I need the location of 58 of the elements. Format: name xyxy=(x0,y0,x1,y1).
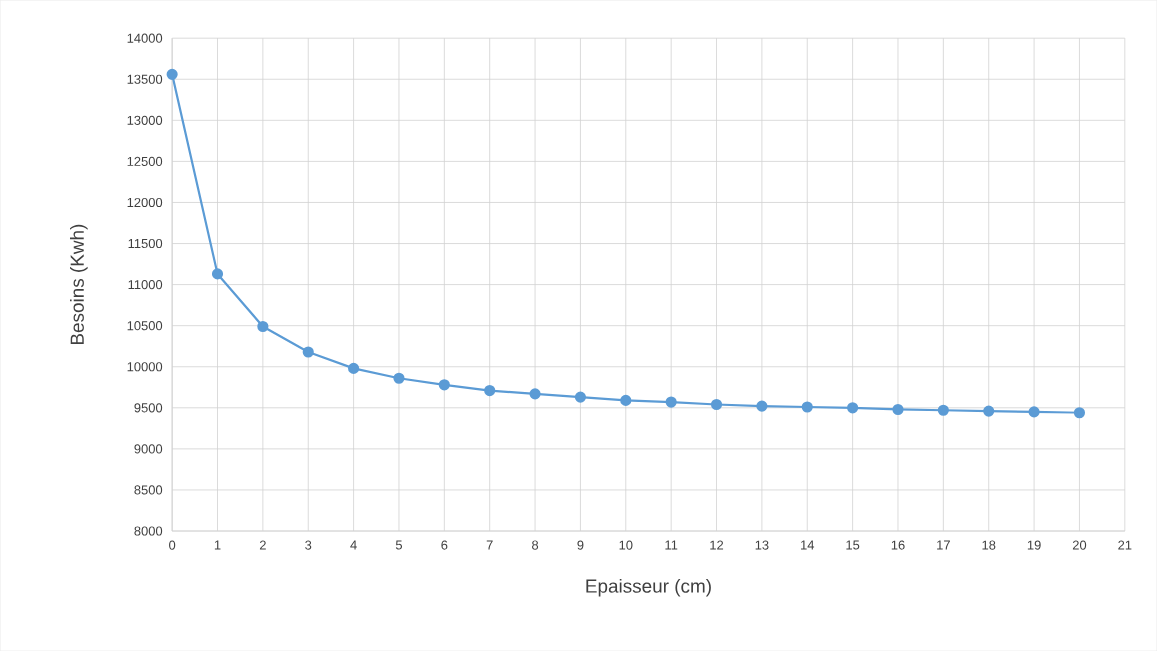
x-tick-label: 1 xyxy=(214,540,221,550)
y-tick-label: 12500 xyxy=(127,156,163,166)
y-tick-label: 13500 xyxy=(127,74,163,84)
x-tick-label: 17 xyxy=(937,540,950,550)
point xyxy=(665,396,677,408)
point xyxy=(529,388,541,400)
y-tick-label: 13000 xyxy=(127,115,163,125)
y-tick-label: 9000 xyxy=(134,444,163,454)
y-tick-label: 8000 xyxy=(134,526,163,536)
y-tick-label: 11500 xyxy=(128,238,163,249)
point xyxy=(348,362,360,374)
y-tick-label: 10500 xyxy=(127,321,163,331)
point xyxy=(393,372,405,384)
point xyxy=(438,379,450,391)
point xyxy=(1073,407,1086,419)
point xyxy=(166,68,178,80)
x-tick-label: 9 xyxy=(577,540,584,550)
x-tick-label: 10 xyxy=(619,540,633,550)
x-tick-label: 16 xyxy=(891,540,905,550)
point xyxy=(257,320,269,332)
point xyxy=(620,394,632,406)
x-tick-label: 20 xyxy=(1072,540,1087,550)
point xyxy=(302,346,314,358)
x-tick-label: 0 xyxy=(169,540,176,550)
x-tick-label: 6 xyxy=(441,540,448,550)
y-tick-label: 10000 xyxy=(127,362,163,372)
point xyxy=(983,405,995,417)
point xyxy=(756,400,768,412)
point xyxy=(801,401,813,413)
x-tick-label: 15 xyxy=(846,540,860,550)
x-tick-label: 8 xyxy=(532,540,539,550)
x-tick-label: 2 xyxy=(259,540,266,550)
point xyxy=(211,268,224,280)
point xyxy=(937,404,949,416)
x-tick-label: 11 xyxy=(665,540,678,550)
x-tick-label: 5 xyxy=(395,540,403,550)
x-tick-label: 7 xyxy=(486,540,493,550)
y-tick-label: 14000 xyxy=(127,33,163,43)
x-tick-label: 14 xyxy=(801,540,815,550)
x-tick-label: 13 xyxy=(755,540,769,550)
y-tick-label: 11000 xyxy=(128,279,163,290)
x-tick-label: 12 xyxy=(710,540,724,550)
point xyxy=(710,398,723,411)
x-axis-title: Epaisseur (cm) xyxy=(586,578,711,597)
point xyxy=(847,402,859,414)
point xyxy=(892,403,904,415)
x-tick-label: 3 xyxy=(305,540,312,550)
y-tick-label: 12000 xyxy=(127,197,163,207)
x-tick-label: 18 xyxy=(982,540,996,550)
y-tick-label: 8500 xyxy=(134,485,163,495)
point xyxy=(574,391,587,403)
y-axis-title: Besoins (Kwh) xyxy=(70,224,88,344)
point xyxy=(484,384,496,397)
y-tick-label: 9500 xyxy=(134,403,163,413)
x-tick-label: 19 xyxy=(1027,540,1041,550)
x-tick-label: 21 xyxy=(1118,540,1132,550)
point xyxy=(1028,406,1040,418)
x-tick-label: 4 xyxy=(350,540,357,550)
